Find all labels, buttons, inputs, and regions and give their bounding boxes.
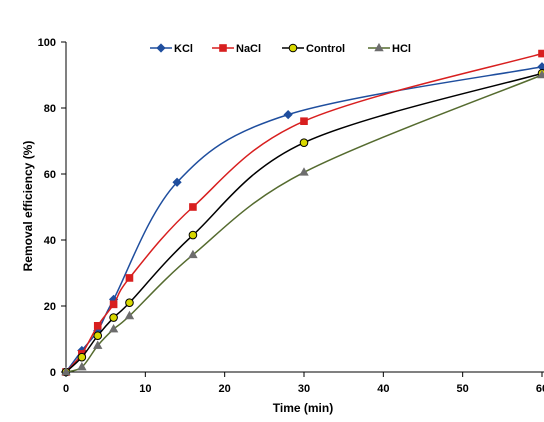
- data-point-kcl: [284, 110, 292, 118]
- legend-label-kcl: KCl: [174, 43, 193, 55]
- y-axis-label: Removal efficiency (%): [21, 141, 35, 272]
- legend-marker-kcl: [157, 44, 165, 52]
- data-point-control: [300, 139, 308, 147]
- legend: KCl NaCl Control HCl: [150, 43, 411, 55]
- x-tick-label: 40: [377, 383, 389, 395]
- axes: 0 20 40 60 80 100 0 10 20 30 40 50 60: [38, 37, 544, 395]
- x-tick-label: 20: [219, 383, 231, 395]
- legend-label-nacl: NaCl: [236, 43, 261, 55]
- data-point-control: [110, 314, 118, 322]
- data-point-nacl: [94, 322, 101, 329]
- legend-item-nacl: NaCl: [212, 43, 261, 55]
- legend-label-hcl: HCl: [392, 43, 411, 55]
- series-control: [62, 70, 544, 376]
- legend-marker-nacl: [220, 45, 227, 52]
- series-line-kcl: [66, 67, 542, 372]
- y-tick-label: 0: [50, 367, 56, 379]
- series-kcl: [62, 63, 544, 377]
- legend-item-hcl: HCl: [368, 43, 411, 55]
- legend-item-control: Control: [282, 43, 345, 55]
- data-point-nacl: [110, 301, 117, 308]
- data-point-control: [78, 353, 86, 361]
- data-point-nacl: [539, 50, 544, 57]
- legend-item-kcl: KCl: [150, 43, 193, 55]
- x-tick-label: 30: [298, 383, 310, 395]
- legend-marker-control: [289, 44, 297, 52]
- x-tick-label: 10: [139, 383, 151, 395]
- x-axis-label: Time (min): [273, 401, 333, 415]
- data-point-nacl: [189, 204, 196, 211]
- series-hcl: [62, 71, 544, 376]
- data-point-control: [94, 332, 102, 340]
- y-tick-label: 60: [44, 169, 56, 181]
- y-tick-label: 40: [44, 235, 56, 247]
- series-nacl: [63, 50, 544, 375]
- data-point-nacl: [126, 274, 133, 281]
- x-tick-label: 60: [536, 383, 544, 395]
- data-point-control: [189, 231, 197, 239]
- data-point-control: [126, 299, 134, 307]
- data-point-nacl: [301, 118, 308, 125]
- y-tick-label: 80: [44, 103, 56, 115]
- x-tick-label: 0: [63, 383, 69, 395]
- x-tick-label: 50: [457, 383, 469, 395]
- series-layer: [62, 50, 544, 376]
- y-tick-label: 20: [44, 301, 56, 313]
- series-line-nacl: [66, 54, 542, 372]
- legend-label-control: Control: [306, 43, 345, 55]
- y-tick-label: 100: [38, 37, 56, 49]
- data-point-hcl: [109, 325, 117, 333]
